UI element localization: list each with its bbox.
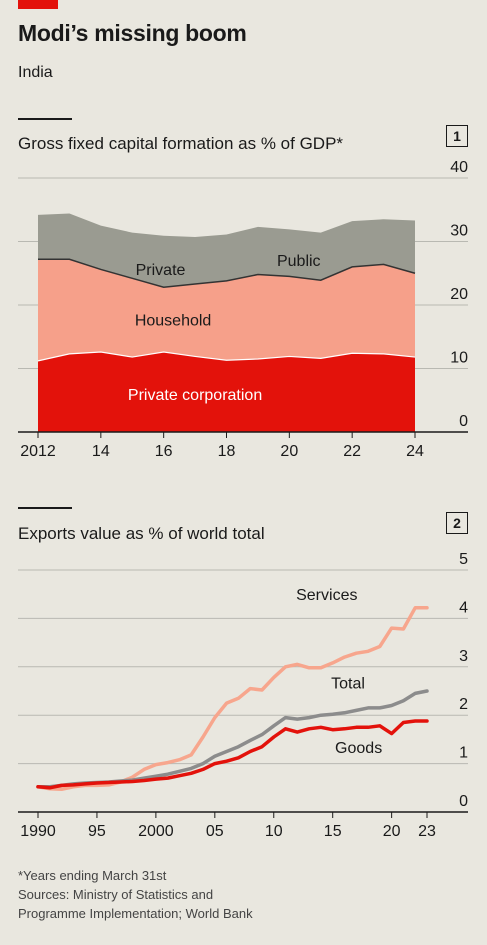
chart2-xtick-label: 2000 [138, 823, 174, 840]
chart2-xtick-label: 20 [383, 823, 401, 840]
footnote-note: *Years ending March 31st [18, 868, 167, 883]
page-title: Modi’s missing boom [18, 20, 247, 46]
chart1-area-private-corporation [38, 351, 415, 432]
chart1-area-public [38, 213, 415, 288]
chart2-ytick-label: 1 [459, 745, 468, 762]
chart2-series-label: Total [331, 676, 365, 693]
chart1-xtick-label: 22 [343, 443, 361, 460]
chart2-number: 2 [446, 512, 468, 534]
chart1-series-label: Household [135, 313, 212, 330]
page-subtitle: India [18, 64, 53, 81]
chart2-ytick-label: 3 [459, 648, 468, 665]
chart2-xtick-label: 05 [206, 823, 224, 840]
chart2-line-services [36, 606, 429, 792]
chart1-area-household [38, 259, 415, 361]
footnote: *Years ending March 31st Sources: Minist… [18, 866, 253, 923]
chart1-boundary-line [37, 351, 416, 362]
chart1-series-label: Public [277, 253, 321, 270]
chart2-xtick-label: 10 [265, 823, 283, 840]
chart2-ytick-label: 0 [459, 793, 468, 810]
chart2-rule [18, 507, 72, 509]
chart2-series-label: Goods [335, 740, 382, 757]
chart2-title: Exports value as % of world total [18, 524, 265, 543]
chart2-line-total [36, 689, 429, 789]
chart1-xtick-label: 14 [92, 443, 110, 460]
chart1-boundary-line [38, 258, 416, 288]
footnote-sources-1: Sources: Ministry of Statistics and [18, 887, 214, 902]
chart1-series-label: Private corporation [128, 387, 262, 404]
chart1-ytick-label: 40 [450, 159, 468, 176]
chart2-ytick-label: 2 [459, 696, 468, 713]
chart2-series-label: Services [296, 587, 357, 604]
chart1-xtick-label: 16 [155, 443, 173, 460]
chart1-xtick-label: 18 [218, 443, 236, 460]
chart1-xtick-label: 24 [406, 443, 424, 460]
chart2-xtick-label: 15 [324, 823, 342, 840]
chart2-xtick-label: 23 [418, 823, 436, 840]
chart2-ytick-label: 4 [459, 599, 468, 616]
chart1-rule [18, 118, 72, 120]
chart1-title: Gross fixed capital formation as % of GD… [18, 134, 344, 153]
chart1-ytick-label: 10 [450, 350, 468, 367]
chart1-xtick-label: 2012 [20, 443, 56, 460]
chart1-ytick-label: 20 [450, 286, 468, 303]
chart1-ytick-label: 0 [459, 413, 468, 430]
chart2-xtick-label: 1990 [20, 823, 56, 840]
chart2-xtick-label: 95 [88, 823, 106, 840]
chart2-ytick-label: 5 [459, 551, 468, 568]
chart2-line-goods [36, 719, 429, 790]
chart1-series-label: Private [136, 262, 186, 279]
footnote-sources-2: Programme Implementation; World Bank [18, 906, 253, 921]
brand-accent-bar [18, 0, 58, 9]
chart1-area-chart: 0 10 20 30 40 Private corporation Household Pri… [18, 159, 468, 460]
chart1-xtick-label: 20 [280, 443, 298, 460]
chart1-ytick-label: 30 [450, 223, 468, 240]
chart1-number: 1 [446, 125, 468, 147]
